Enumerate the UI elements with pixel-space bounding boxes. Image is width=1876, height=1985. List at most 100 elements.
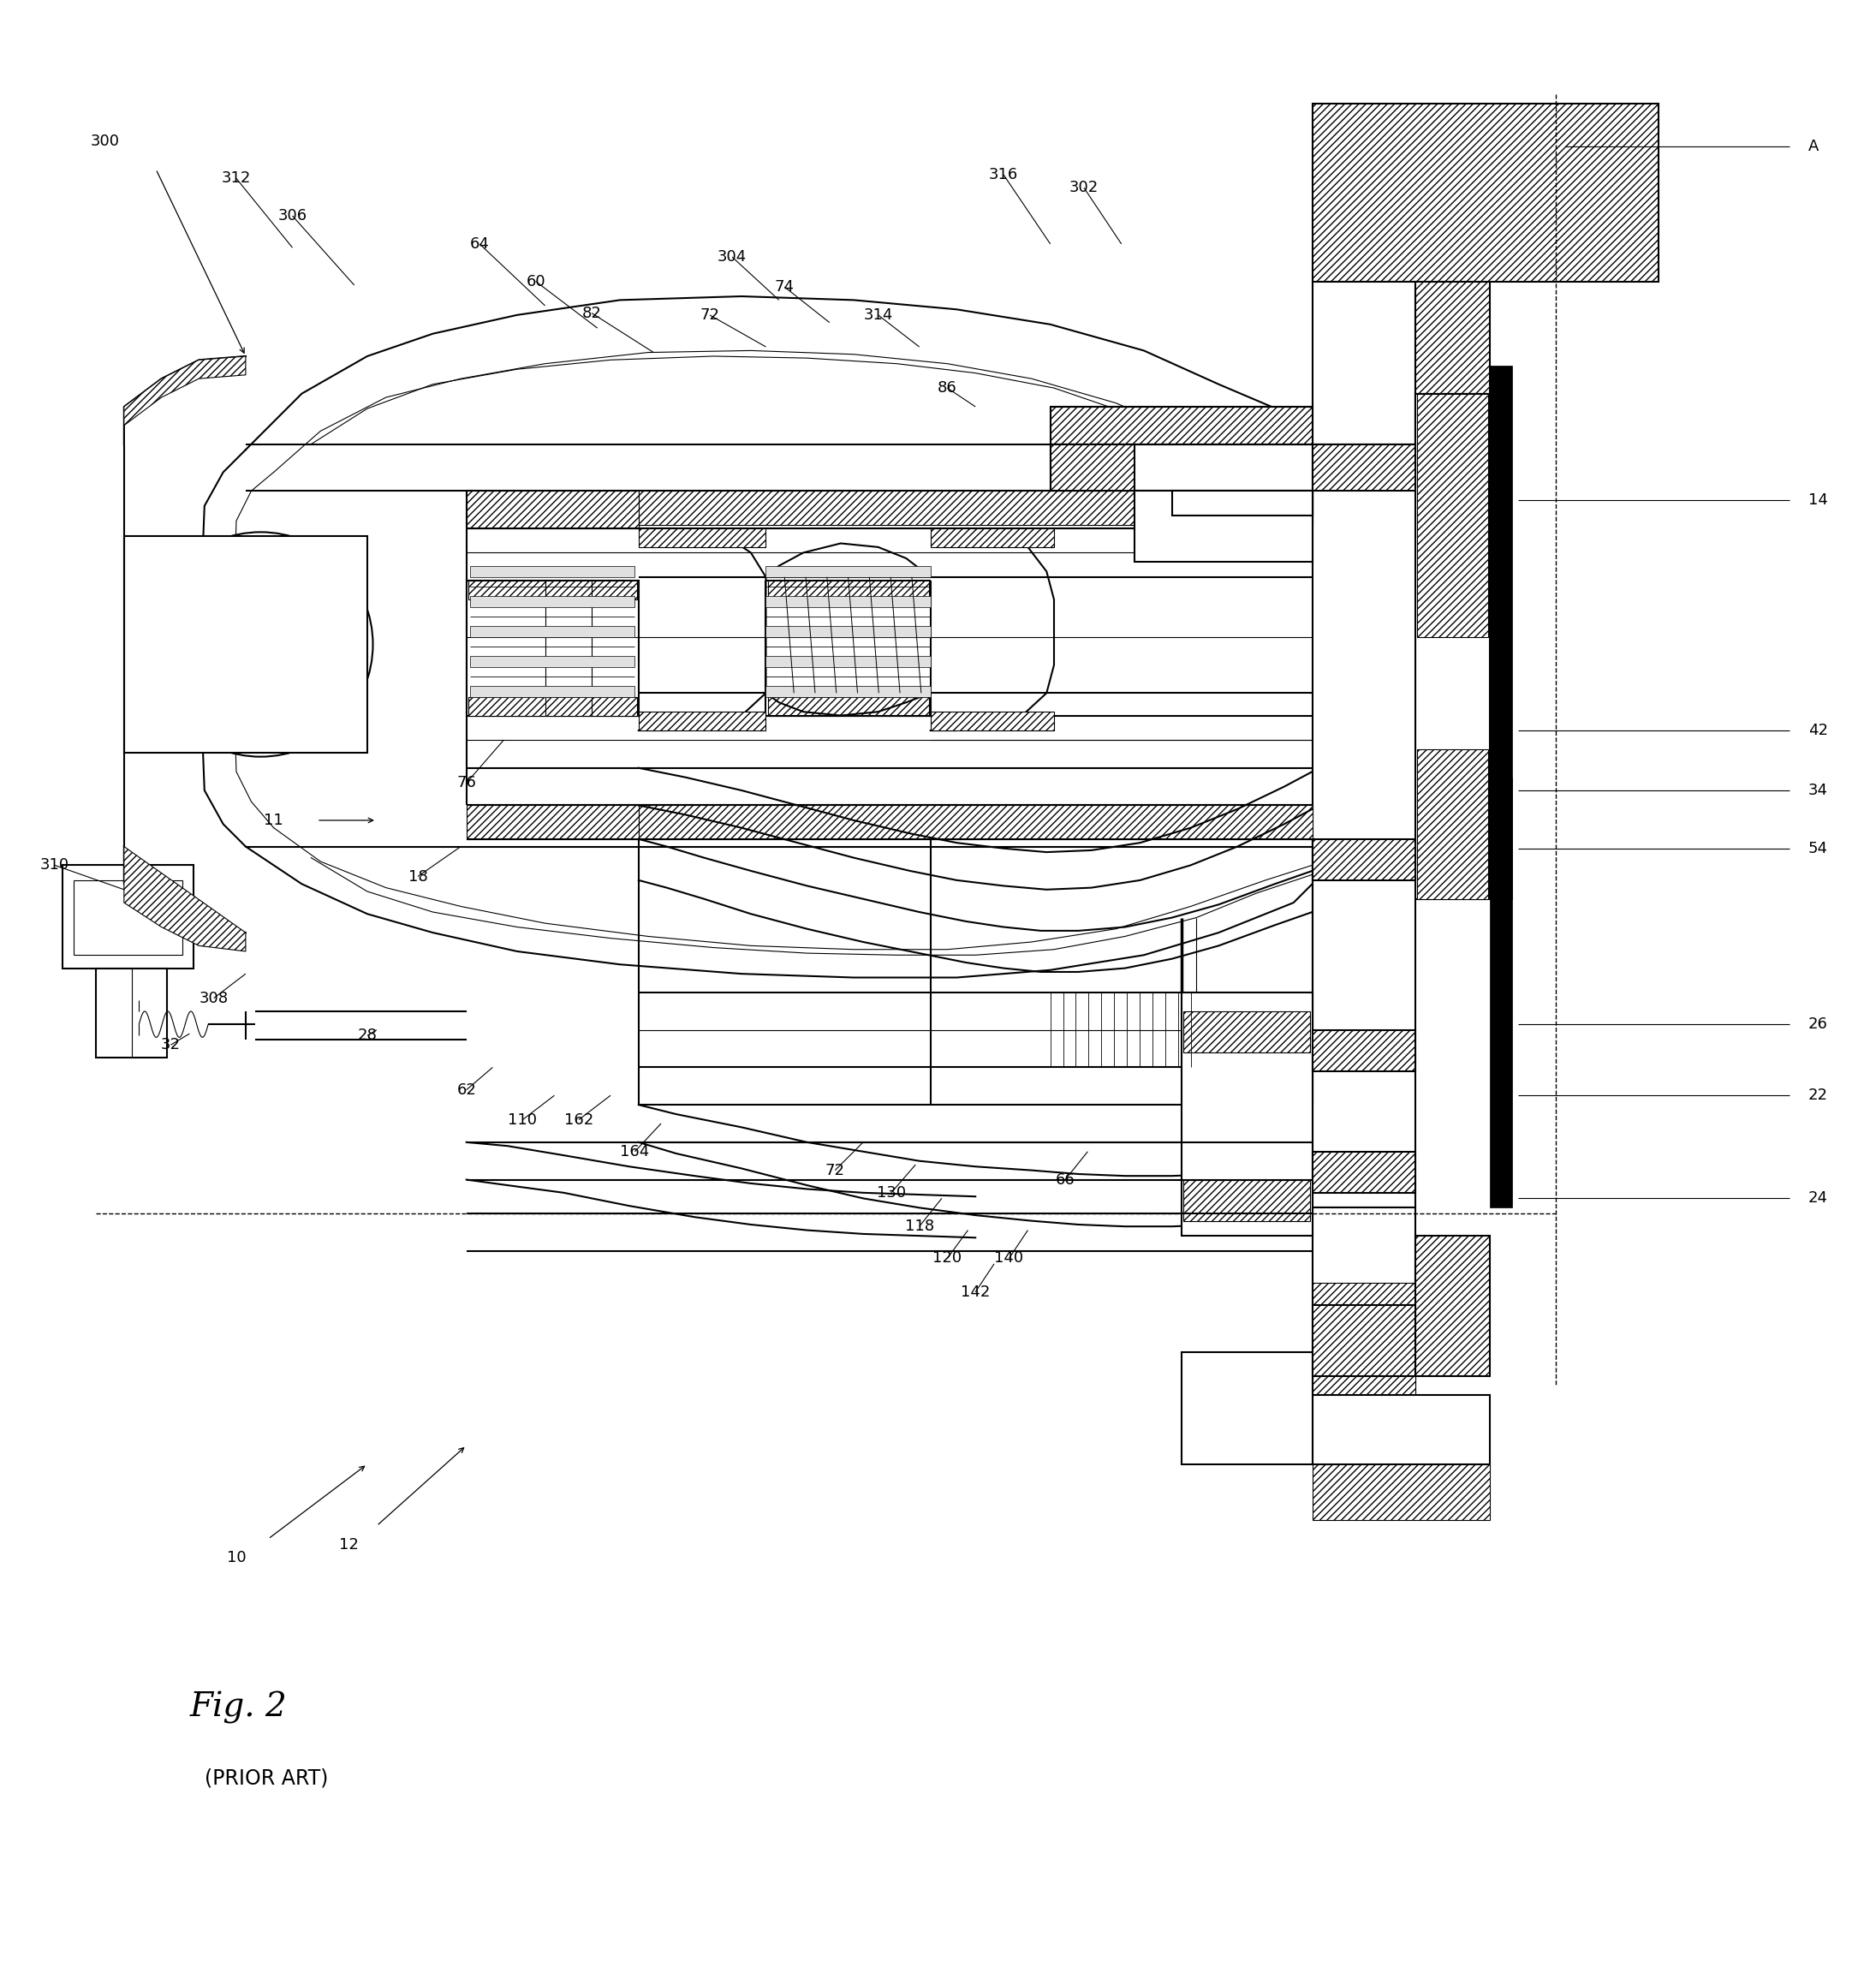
Bar xyxy=(765,596,930,607)
Text: 142: 142 xyxy=(961,1284,991,1300)
Bar xyxy=(638,806,1311,840)
Bar xyxy=(638,528,765,548)
Bar xyxy=(767,582,929,599)
Bar xyxy=(1311,1151,1415,1193)
Circle shape xyxy=(148,532,373,756)
Text: 76: 76 xyxy=(456,776,477,790)
Text: 42: 42 xyxy=(1808,723,1827,738)
Text: 110: 110 xyxy=(508,1112,537,1127)
Bar xyxy=(1311,445,1415,490)
Text: 310: 310 xyxy=(39,858,69,873)
Bar xyxy=(1415,393,1490,445)
Bar xyxy=(1416,748,1488,899)
Bar xyxy=(1415,393,1490,899)
Polygon shape xyxy=(124,355,246,445)
Text: 54: 54 xyxy=(1808,842,1827,856)
Bar xyxy=(124,536,368,752)
Bar xyxy=(1135,490,1311,562)
Bar xyxy=(765,685,930,697)
Bar xyxy=(765,566,930,578)
Bar xyxy=(73,879,182,955)
Bar xyxy=(467,490,638,528)
Text: 72: 72 xyxy=(825,1163,844,1177)
Text: 302: 302 xyxy=(1069,181,1099,195)
Bar xyxy=(1311,445,1415,1207)
Text: 86: 86 xyxy=(938,381,957,395)
Text: 14: 14 xyxy=(1808,492,1827,508)
Bar xyxy=(96,969,167,1058)
Bar xyxy=(1172,490,1311,516)
Bar xyxy=(1416,393,1488,637)
Text: 10: 10 xyxy=(227,1550,246,1566)
Circle shape xyxy=(180,564,341,725)
Text: 74: 74 xyxy=(775,280,794,294)
Text: 82: 82 xyxy=(582,306,602,322)
Bar xyxy=(1182,992,1311,1237)
Bar xyxy=(467,582,638,715)
Polygon shape xyxy=(124,846,246,951)
Bar xyxy=(1311,1304,1415,1376)
Text: 162: 162 xyxy=(565,1112,593,1127)
Text: 12: 12 xyxy=(340,1536,358,1552)
Bar xyxy=(469,697,636,715)
Text: 64: 64 xyxy=(469,236,490,252)
Bar xyxy=(638,713,765,730)
Bar xyxy=(1311,103,1658,282)
Bar xyxy=(471,566,634,578)
Bar xyxy=(1311,840,1415,879)
Circle shape xyxy=(214,597,308,691)
Bar xyxy=(1311,1465,1490,1521)
Text: 26: 26 xyxy=(1808,1016,1827,1032)
Bar xyxy=(1182,1352,1311,1465)
Bar xyxy=(469,582,636,599)
Text: 28: 28 xyxy=(358,1028,377,1044)
Text: 32: 32 xyxy=(161,1038,180,1052)
Text: 120: 120 xyxy=(932,1251,962,1266)
Text: 312: 312 xyxy=(221,171,251,187)
Bar xyxy=(765,655,930,667)
Text: 72: 72 xyxy=(700,308,720,324)
Bar xyxy=(1415,282,1490,393)
Bar xyxy=(62,865,193,969)
Bar xyxy=(471,685,634,697)
Circle shape xyxy=(242,625,280,663)
Bar xyxy=(1051,445,1311,490)
Bar xyxy=(1311,1395,1490,1465)
Bar xyxy=(1490,778,1512,899)
Text: 304: 304 xyxy=(717,250,747,264)
Bar xyxy=(1051,407,1311,445)
Bar xyxy=(1051,445,1135,490)
Bar xyxy=(467,806,638,840)
Text: 164: 164 xyxy=(621,1143,649,1159)
Bar xyxy=(1311,282,1415,445)
Text: A: A xyxy=(1808,139,1818,155)
Bar xyxy=(1311,1030,1415,1072)
Text: 300: 300 xyxy=(90,133,120,149)
Text: 118: 118 xyxy=(904,1219,934,1235)
Bar xyxy=(930,528,1054,548)
Text: 316: 316 xyxy=(989,167,1019,183)
Text: 24: 24 xyxy=(1808,1191,1827,1207)
Bar xyxy=(1184,1010,1309,1052)
Bar xyxy=(930,713,1054,730)
Bar xyxy=(1415,1237,1490,1376)
Bar xyxy=(765,625,930,637)
Bar xyxy=(1311,1207,1415,1395)
Text: 130: 130 xyxy=(876,1185,906,1201)
Text: 62: 62 xyxy=(456,1082,477,1098)
Text: 140: 140 xyxy=(994,1251,1024,1266)
Bar xyxy=(1135,490,1311,516)
Bar xyxy=(471,655,634,667)
Text: Fig. 2: Fig. 2 xyxy=(189,1691,287,1723)
Bar xyxy=(638,490,1311,524)
Text: 314: 314 xyxy=(863,308,893,324)
Bar xyxy=(471,596,634,607)
Text: 18: 18 xyxy=(409,869,428,883)
Text: 66: 66 xyxy=(1056,1171,1075,1187)
Text: 34: 34 xyxy=(1808,782,1827,798)
Bar xyxy=(1184,1179,1309,1221)
Text: 60: 60 xyxy=(525,274,546,290)
Text: 308: 308 xyxy=(199,991,229,1006)
Text: 11: 11 xyxy=(265,812,283,828)
Text: 22: 22 xyxy=(1808,1088,1827,1104)
